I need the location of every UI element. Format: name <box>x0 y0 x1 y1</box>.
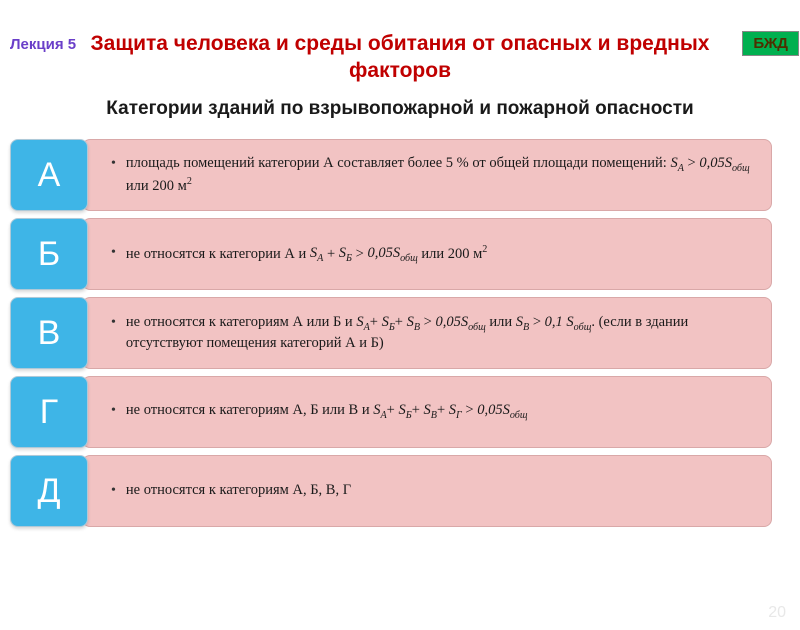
category-row: В • не относятся к категориям А или Б и … <box>10 297 772 369</box>
category-desc-text: не относятся к категориям А или Б и SА+ … <box>126 313 757 354</box>
sub-title: Категории зданий по взрывопожарной и пож… <box>0 97 800 122</box>
bullet-icon: • <box>111 313 116 333</box>
bullet-icon: • <box>111 401 116 421</box>
bjd-badge: БЖД <box>742 31 799 56</box>
lecture-badge: Лекция 5 <box>4 34 82 55</box>
category-label-a: А <box>10 139 88 211</box>
category-desc-v: • не относятся к категориям А или Б и SА… <box>82 297 772 369</box>
category-desc-text: не относятся к категориям А, Б или В и S… <box>126 401 528 423</box>
bullet-icon: • <box>111 154 116 174</box>
category-desc-text: не относятся к категориям А, Б, В, Г <box>126 481 351 501</box>
category-desc-text: не относятся к категории А и SА + SБ > 0… <box>126 243 487 266</box>
page-number: 20 <box>768 604 786 622</box>
categories-container: А • площадь помещений категории А состав… <box>0 139 800 527</box>
category-row: Б • не относятся к категории А и SА + SБ… <box>10 218 772 290</box>
category-desc-a: • площадь помещений категории А составля… <box>82 139 772 211</box>
category-label-g: Г <box>10 376 88 448</box>
category-desc-b: • не относятся к категории А и SА + SБ >… <box>82 218 772 290</box>
category-label-b: Б <box>10 218 88 290</box>
category-label-v: В <box>10 297 88 369</box>
category-desc-text: площадь помещений категории А составляет… <box>126 154 757 197</box>
category-row: А • площадь помещений категории А состав… <box>10 139 772 211</box>
bullet-icon: • <box>111 481 116 501</box>
category-desc-d: • не относятся к категориям А, Б, В, Г <box>82 455 772 527</box>
category-row: Д • не относятся к категориям А, Б, В, Г <box>10 455 772 527</box>
category-label-d: Д <box>10 455 88 527</box>
bullet-icon: • <box>111 243 116 263</box>
category-row: Г • не относятся к категориям А, Б или В… <box>10 376 772 448</box>
category-desc-g: • не относятся к категориям А, Б или В и… <box>82 376 772 448</box>
